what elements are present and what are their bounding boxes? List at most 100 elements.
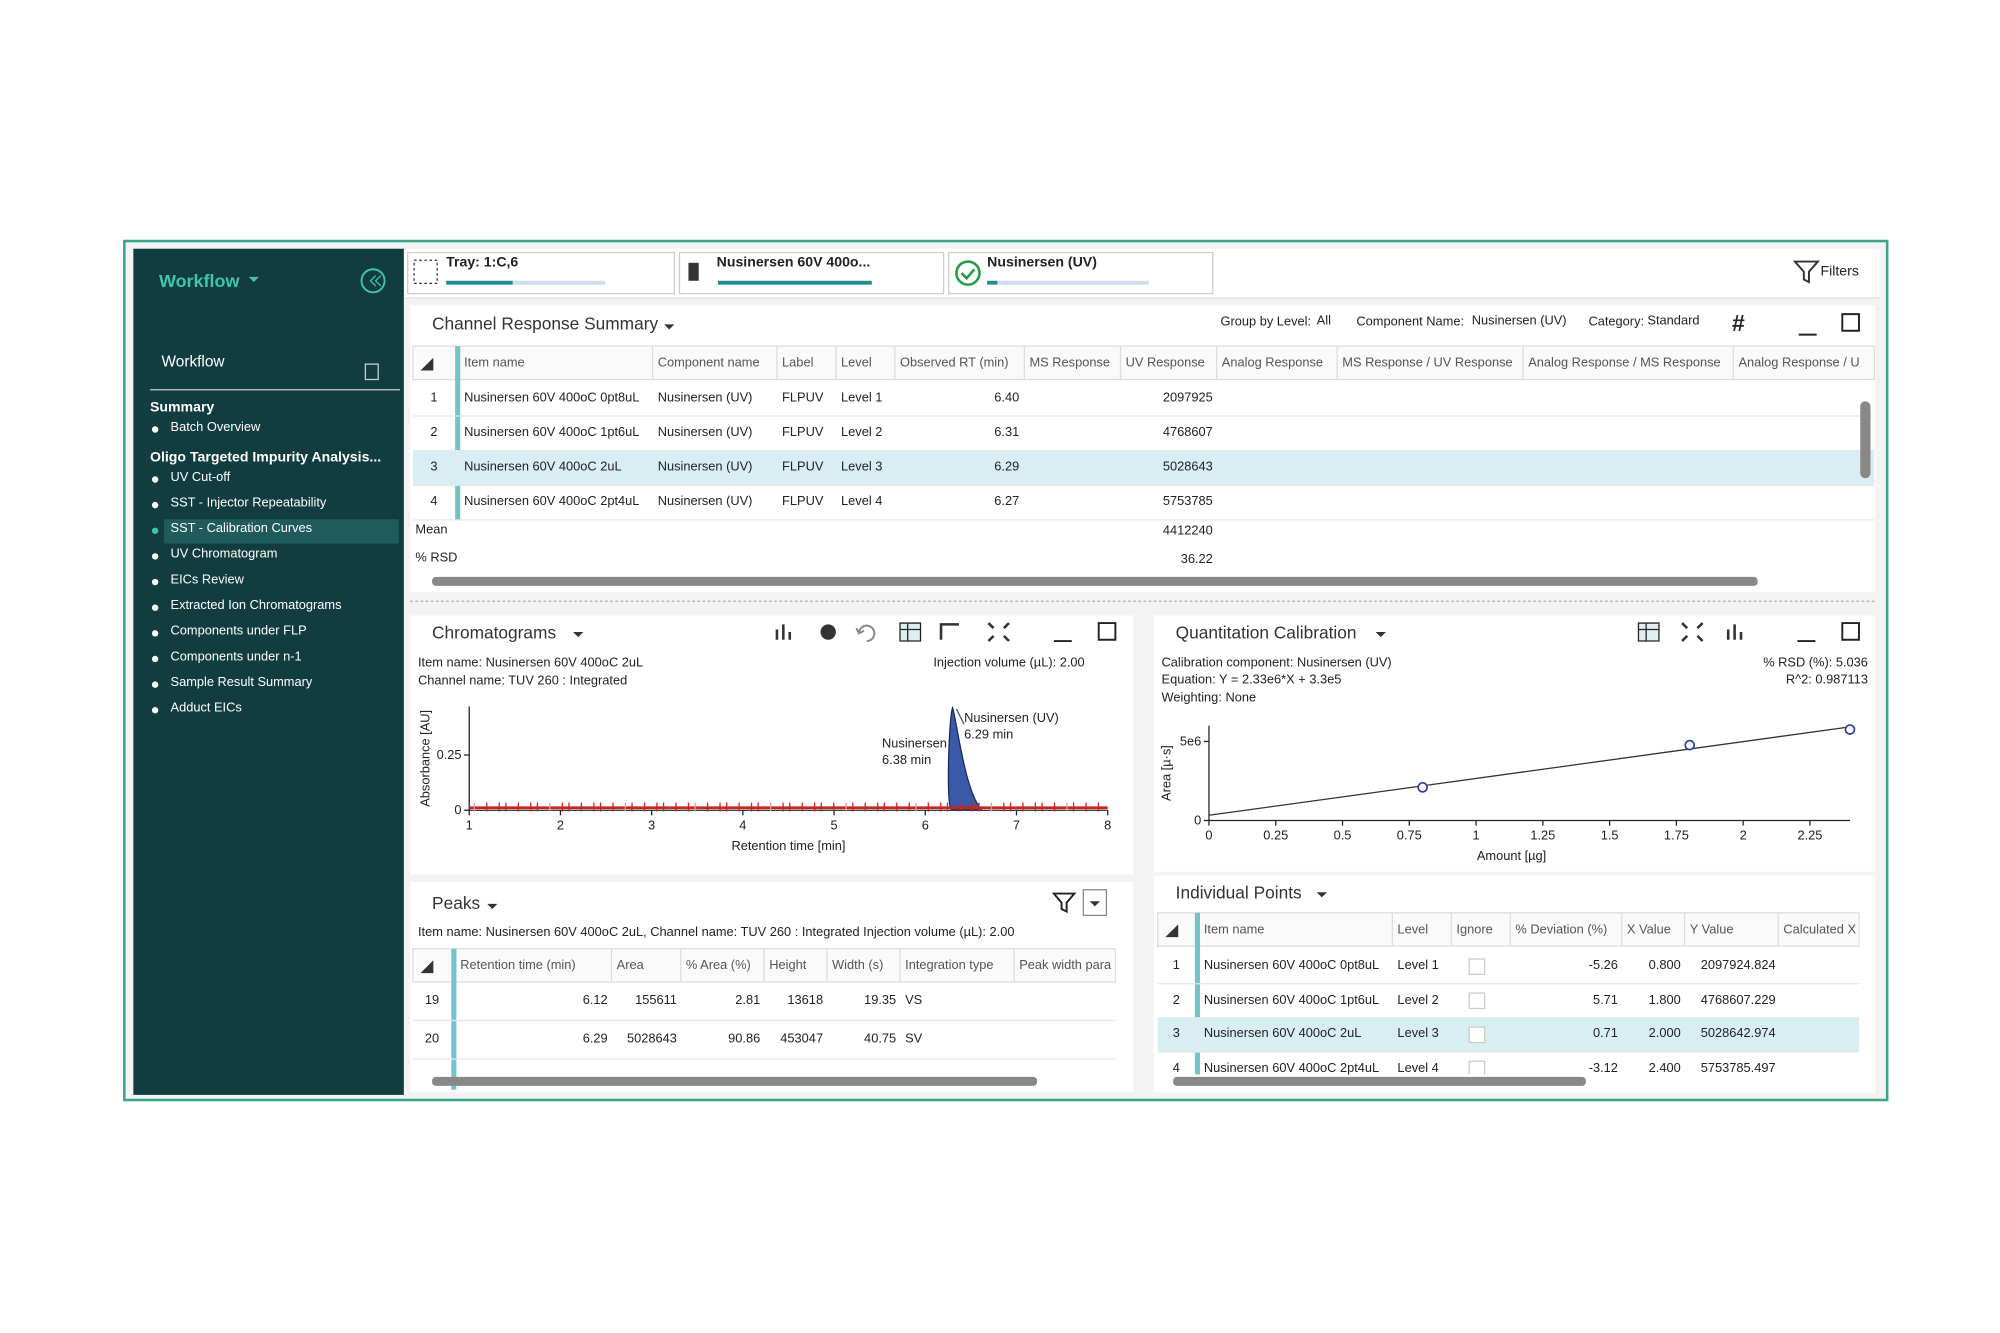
column-header[interactable]: Observed RT (min) [899, 356, 1009, 371]
sidebar-item[interactable]: UV Cut-off [170, 470, 231, 485]
cell: 453047 [780, 1032, 824, 1047]
tab[interactable] [678, 251, 945, 295]
column-header[interactable]: Item name [464, 356, 525, 371]
progress-track [997, 280, 1149, 285]
column-header[interactable]: Analog Response / MS Response [1528, 356, 1721, 371]
cell: FLPUV [782, 425, 824, 440]
panel-title[interactable]: Individual Points [1175, 883, 1302, 903]
column-header[interactable]: Level [1397, 923, 1429, 938]
sidebar-item[interactable]: EICs Review [170, 573, 244, 588]
column-header[interactable]: Label [782, 356, 814, 371]
sidebar-header[interactable]: Workflow [158, 270, 240, 292]
scrollbar [1173, 1076, 1586, 1086]
peak-label: Nusinersen (UV) [964, 710, 1059, 725]
sidebar-item[interactable]: Extracted Ion Chromatograms [170, 598, 342, 613]
dropdown-arrows [487, 324, 1386, 909]
sidebar-item[interactable]: SST - Calibration Curves [170, 521, 313, 536]
summary-label: % RSD [415, 551, 458, 566]
sidebar-item[interactable]: Sample Result Summary [170, 675, 313, 690]
cell: Level 3 [841, 460, 883, 475]
cell: -3.12 [1588, 1061, 1618, 1076]
bullet [151, 501, 159, 509]
calibration-point [1684, 739, 1696, 751]
filters[interactable]: Filters [1820, 264, 1859, 280]
x-axis-label: Amount [µg] [1477, 848, 1546, 863]
column-header[interactable]: Area [616, 958, 644, 974]
panel-title[interactable]: Peaks [432, 893, 481, 913]
column-header[interactable]: Analog Response [1221, 356, 1324, 371]
summary-label: Mean [415, 523, 448, 538]
column-header[interactable]: % Area (%) [685, 958, 751, 974]
control-value[interactable]: All [1316, 314, 1331, 329]
cell: FLPUV [782, 494, 824, 509]
tool-icons[interactable] [775, 622, 1743, 642]
x-tick-label: 6 [922, 817, 929, 832]
control-value[interactable]: Nusinersen (UV) [1471, 314, 1567, 329]
cell: Level 2 [841, 425, 883, 440]
column-header[interactable]: Item name [1203, 923, 1265, 938]
column-header[interactable]: Component name [657, 356, 760, 371]
cell: Level 3 [1397, 1027, 1439, 1042]
sidebar-group: Summary [149, 399, 215, 416]
column-header[interactable]: % Deviation (%) [1515, 923, 1608, 938]
x-tick-label: 1.5 [1601, 828, 1619, 843]
row-marker-bar [451, 948, 457, 1090]
panel-title[interactable]: Channel Response Summary [432, 314, 659, 334]
panel-title[interactable]: Chromatograms [432, 623, 557, 643]
column-header[interactable]: Retention time (min) [460, 958, 576, 974]
column-header[interactable]: MS Response / UV Response [1342, 356, 1513, 371]
settings-icon[interactable] [820, 624, 836, 640]
peak-filter-icon[interactable] [1051, 892, 1077, 914]
doc-icon[interactable] [364, 363, 379, 381]
row-number: 3 [1172, 1027, 1180, 1042]
column-header[interactable]: Ignore [1456, 923, 1493, 938]
tab[interactable] [948, 251, 1214, 295]
column-header[interactable]: Width (s) [832, 958, 884, 974]
sidebar-item[interactable]: Components under FLP [170, 624, 307, 639]
bullet [151, 604, 159, 611]
sidebar-item[interactable]: SST - Injector Repeatability [170, 496, 327, 511]
cell: 4768607 [1162, 425, 1213, 440]
sidebar-item[interactable]: Batch Overview [170, 420, 261, 435]
column-header[interactable]: Integration type [905, 958, 994, 974]
window-buttons[interactable] [1053, 313, 1860, 642]
column-header[interactable]: Peak width para [1019, 958, 1112, 974]
tab-label[interactable]: Tray: 1:C,6 [446, 255, 519, 271]
table-icons[interactable] [899, 622, 1660, 642]
tab-label[interactable]: Nusinersen 60V 400o... [716, 255, 871, 271]
column-header[interactable]: UV Response [1125, 356, 1205, 371]
tab-label[interactable]: Nusinersen (UV) [987, 255, 1097, 271]
column-header[interactable]: MS Response [1029, 356, 1111, 371]
cell: Nusinersen 60V 400oC 1pt6uL [1203, 993, 1380, 1008]
summary-value: 36.22 [1180, 552, 1213, 567]
panel-title[interactable]: Quantitation Calibration [1175, 623, 1357, 643]
peak-leader [955, 708, 965, 725]
collapse-icon[interactable] [360, 268, 386, 294]
column-header[interactable]: Analog Response / U [1738, 356, 1859, 371]
tab[interactable] [407, 251, 675, 295]
filter-icon[interactable] [1792, 260, 1821, 284]
control-value[interactable]: Standard [1647, 314, 1700, 329]
cell: 5753785.497 [1700, 1061, 1776, 1076]
cell: 19.35 [864, 993, 897, 1008]
table-header-bg [412, 345, 1875, 381]
column-header[interactable]: X Value [1626, 923, 1671, 938]
column-header[interactable]: Y Value [1689, 923, 1734, 938]
collapse-arrows [369, 275, 382, 287]
cell: 90.86 [728, 1032, 761, 1047]
progress [446, 280, 513, 285]
cell: Nusinersen (UV) [657, 391, 753, 406]
cell: 6.29 [582, 1032, 608, 1047]
sidebar-item[interactable]: Components under n-1 [170, 649, 302, 665]
column-header[interactable]: Height [769, 958, 807, 974]
sidebar-item[interactable]: UV Chromatogram [170, 547, 278, 562]
row-number: 3 [430, 460, 438, 475]
cell: -5.26 [1588, 958, 1618, 974]
sidebar-item[interactable]: Adduct EICs [170, 701, 242, 716]
column-header[interactable]: Level [841, 356, 872, 371]
tray-icon [413, 259, 438, 284]
column-header[interactable]: Calculated X [1783, 923, 1857, 938]
row-number: 20 [424, 1032, 440, 1047]
undo-icon[interactable] [855, 624, 876, 642]
count-button[interactable]: # [1732, 310, 1745, 336]
